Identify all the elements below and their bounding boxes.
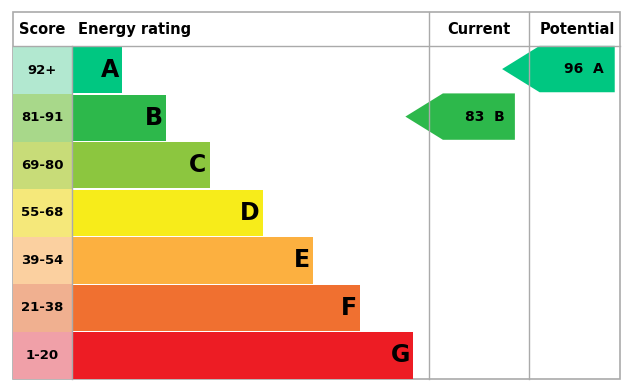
- Text: 55-68: 55-68: [21, 206, 63, 219]
- Text: F: F: [341, 296, 357, 320]
- FancyBboxPatch shape: [13, 236, 72, 284]
- Text: 96  A: 96 A: [563, 62, 603, 76]
- Text: D: D: [240, 201, 260, 225]
- FancyBboxPatch shape: [13, 46, 72, 94]
- FancyBboxPatch shape: [13, 284, 72, 332]
- Text: 1-20: 1-20: [26, 349, 59, 362]
- Text: 83  B: 83 B: [465, 110, 505, 123]
- Polygon shape: [502, 46, 615, 92]
- Text: E: E: [294, 248, 310, 272]
- Polygon shape: [406, 93, 515, 140]
- Text: Score: Score: [19, 22, 66, 36]
- Text: A: A: [101, 58, 119, 82]
- Text: B: B: [145, 106, 163, 130]
- FancyBboxPatch shape: [13, 332, 72, 379]
- FancyBboxPatch shape: [72, 142, 210, 188]
- Text: C: C: [189, 153, 207, 177]
- Text: 92+: 92+: [28, 64, 57, 77]
- Text: 81-91: 81-91: [21, 111, 63, 124]
- Text: Energy rating: Energy rating: [78, 22, 192, 36]
- FancyBboxPatch shape: [13, 142, 72, 189]
- FancyBboxPatch shape: [72, 190, 263, 236]
- FancyBboxPatch shape: [72, 237, 313, 284]
- Text: 39-54: 39-54: [21, 254, 63, 267]
- Text: 69-80: 69-80: [21, 159, 63, 172]
- FancyBboxPatch shape: [13, 12, 620, 379]
- FancyBboxPatch shape: [72, 94, 166, 141]
- Text: Current: Current: [447, 22, 511, 36]
- FancyBboxPatch shape: [13, 94, 72, 142]
- FancyBboxPatch shape: [72, 47, 122, 93]
- FancyBboxPatch shape: [72, 332, 413, 378]
- Text: 21-38: 21-38: [21, 301, 63, 315]
- Text: Potential: Potential: [540, 22, 615, 36]
- FancyBboxPatch shape: [13, 189, 72, 236]
- Text: G: G: [391, 344, 410, 368]
- FancyBboxPatch shape: [72, 285, 360, 331]
